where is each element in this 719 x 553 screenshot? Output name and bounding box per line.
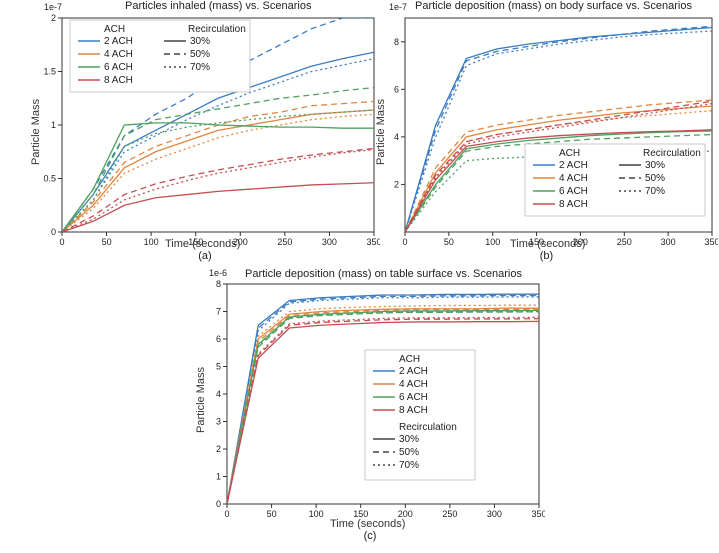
svg-text:ACH: ACH	[399, 354, 420, 365]
svg-text:6 ACH: 6 ACH	[399, 392, 428, 403]
panel-b-svg: 2468050100150200250300350ACH2 ACH4 ACH6 …	[375, 14, 718, 252]
svg-text:30%: 30%	[645, 160, 665, 171]
panel-c-title: Particle deposition (mass) on table surf…	[245, 268, 522, 280]
svg-text:70%: 70%	[399, 460, 419, 471]
svg-text:50%: 50%	[645, 173, 665, 184]
panel-b-exp: 1e-7	[389, 2, 407, 12]
svg-text:2 ACH: 2 ACH	[399, 366, 428, 377]
svg-text:50%: 50%	[399, 447, 419, 458]
panel-b-sub: (b)	[540, 250, 553, 262]
svg-text:70%: 70%	[645, 186, 665, 197]
svg-text:Recirculation: Recirculation	[643, 148, 701, 159]
svg-text:8 ACH: 8 ACH	[104, 75, 133, 86]
svg-text:100: 100	[144, 237, 159, 247]
svg-text:8: 8	[216, 280, 221, 289]
svg-text:1: 1	[216, 472, 221, 482]
svg-text:6 ACH: 6 ACH	[559, 186, 588, 197]
svg-text:4: 4	[394, 132, 399, 142]
svg-text:2 ACH: 2 ACH	[104, 36, 133, 47]
svg-text:250: 250	[277, 237, 292, 247]
svg-text:8 ACH: 8 ACH	[399, 405, 428, 416]
panel-b-xlabel: Time (seconds)	[510, 238, 585, 250]
svg-text:2: 2	[394, 179, 399, 189]
panel-a-ylabel: Particle Mass	[30, 99, 42, 165]
svg-text:5: 5	[216, 362, 221, 372]
panel-c-ylabel: Particle Mass	[195, 367, 207, 433]
figure-page: 1e-7 Particles inhaled (mass) vs. Scenar…	[0, 0, 719, 553]
svg-text:4: 4	[216, 389, 221, 399]
svg-text:50: 50	[267, 509, 277, 519]
svg-text:0: 0	[216, 499, 221, 509]
panel-a-svg: 00.511.52050100150200250300350ACH2 ACH4 …	[30, 14, 380, 252]
svg-text:50: 50	[102, 237, 112, 247]
svg-text:3: 3	[216, 417, 221, 427]
panel-c-svg: 012345678050100150200250300350ACH2 ACH4 …	[195, 280, 545, 524]
svg-text:0: 0	[59, 237, 64, 247]
svg-text:8 ACH: 8 ACH	[559, 199, 588, 210]
panel-a-exp: 1e-7	[44, 2, 62, 12]
svg-text:70%: 70%	[190, 62, 210, 73]
svg-text:6: 6	[216, 334, 221, 344]
svg-text:ACH: ACH	[104, 24, 125, 35]
panel-a-sub: (a)	[198, 250, 211, 262]
panel-a-xlabel: Time (seconds)	[165, 238, 240, 250]
svg-text:6: 6	[394, 84, 399, 94]
svg-text:1: 1	[51, 120, 56, 130]
panel-b-title: Particle deposition (mass) on body surfa…	[415, 0, 692, 12]
panel-c-sub: (c)	[364, 530, 377, 542]
svg-text:300: 300	[322, 237, 337, 247]
svg-text:4 ACH: 4 ACH	[559, 173, 588, 184]
panel-a-title: Particles inhaled (mass) vs. Scenarios	[125, 0, 311, 12]
svg-text:ACH: ACH	[559, 148, 580, 159]
svg-text:0.5: 0.5	[43, 174, 56, 184]
svg-text:1.5: 1.5	[43, 67, 56, 77]
svg-text:50%: 50%	[190, 49, 210, 60]
svg-text:250: 250	[617, 237, 632, 247]
svg-text:4 ACH: 4 ACH	[399, 379, 428, 390]
svg-text:300: 300	[487, 509, 502, 519]
svg-text:350: 350	[704, 237, 718, 247]
svg-text:300: 300	[661, 237, 676, 247]
svg-text:50: 50	[444, 237, 454, 247]
panel-b: 1e-7 Particle deposition (mass) on body …	[375, 0, 718, 260]
svg-text:2: 2	[51, 14, 56, 23]
panel-a: 1e-7 Particles inhaled (mass) vs. Scenar…	[30, 0, 380, 260]
svg-text:0: 0	[51, 227, 56, 237]
svg-text:2 ACH: 2 ACH	[559, 160, 588, 171]
panel-c-exp: 1e-6	[209, 268, 227, 278]
svg-text:30%: 30%	[190, 36, 210, 47]
svg-text:0: 0	[224, 509, 229, 519]
svg-text:8: 8	[394, 37, 399, 47]
svg-text:Recirculation: Recirculation	[188, 24, 246, 35]
svg-text:350: 350	[531, 509, 545, 519]
svg-text:Recirculation: Recirculation	[399, 422, 457, 433]
svg-text:100: 100	[485, 237, 500, 247]
svg-text:30%: 30%	[399, 434, 419, 445]
panel-b-ylabel: Particle Mass	[375, 99, 387, 165]
svg-text:6 ACH: 6 ACH	[104, 62, 133, 73]
svg-text:2: 2	[216, 444, 221, 454]
svg-text:100: 100	[309, 509, 324, 519]
panel-c-xlabel: Time (seconds)	[330, 518, 405, 530]
svg-text:4 ACH: 4 ACH	[104, 49, 133, 60]
svg-text:250: 250	[442, 509, 457, 519]
svg-text:7: 7	[216, 307, 221, 317]
svg-text:0: 0	[402, 237, 407, 247]
panel-c: 1e-6 Particle deposition (mass) on table…	[195, 268, 545, 548]
